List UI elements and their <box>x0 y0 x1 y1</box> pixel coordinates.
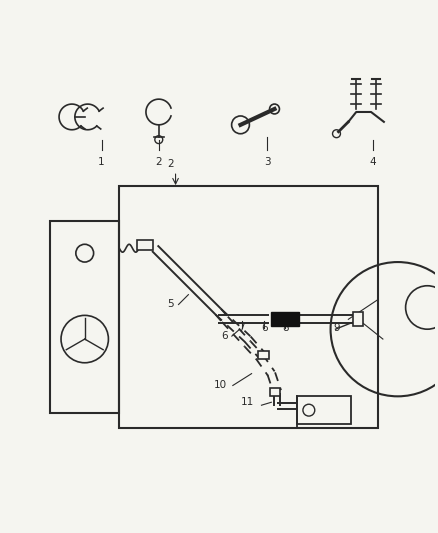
Bar <box>271 312 299 326</box>
Text: 6: 6 <box>222 331 228 341</box>
Text: 5: 5 <box>167 300 174 310</box>
Bar <box>50 221 119 413</box>
Text: 10: 10 <box>213 381 226 391</box>
Bar <box>137 240 153 250</box>
Bar <box>297 397 351 424</box>
Text: 3: 3 <box>264 157 271 167</box>
Text: 7: 7 <box>238 323 245 333</box>
Bar <box>258 351 269 359</box>
Bar <box>353 312 363 326</box>
Text: 6: 6 <box>261 323 268 333</box>
Bar <box>119 186 378 428</box>
Text: 11: 11 <box>241 397 254 407</box>
Text: 1: 1 <box>98 157 105 167</box>
Bar <box>270 389 280 397</box>
Text: 4: 4 <box>370 157 376 167</box>
Text: 2: 2 <box>167 159 174 169</box>
Text: 2: 2 <box>155 157 162 167</box>
Text: 8: 8 <box>282 323 289 333</box>
Text: 9: 9 <box>333 323 340 333</box>
